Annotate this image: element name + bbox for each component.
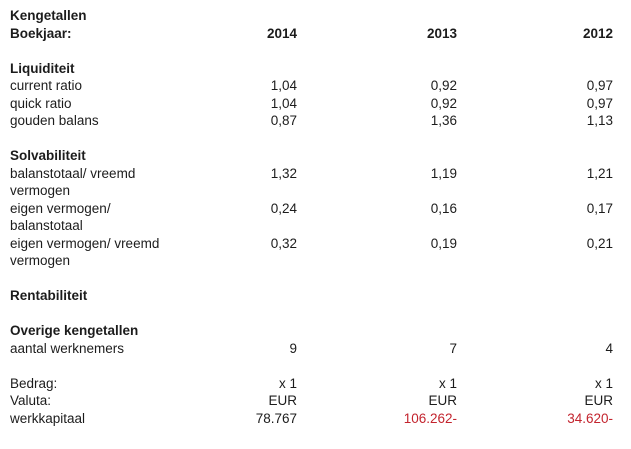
amount-scale-value: x 1 xyxy=(594,375,613,391)
metric-row: balanstotaal/ vreemd vermogen 1,32 1,19 … xyxy=(10,165,613,200)
metric-value: 9 xyxy=(289,340,297,356)
metric-row: aantal werknemers 9 7 4 xyxy=(10,340,613,358)
section-gap xyxy=(10,42,613,60)
section-gap xyxy=(10,270,613,288)
metric-label: eigen vermogen/ balanstotaal xyxy=(10,200,111,234)
metric-label: current ratio xyxy=(10,78,83,93)
section-heading-row: Rentabiliteit xyxy=(10,287,613,305)
metric-row: current ratio 1,04 0,92 0,97 xyxy=(10,77,613,95)
metric-value: 0,87 xyxy=(270,113,297,128)
report-title-row: Kengetallen xyxy=(10,7,613,25)
currency-value: EUR xyxy=(268,393,297,408)
currency-value: EUR xyxy=(428,393,457,408)
year-header-2014: 2014 xyxy=(266,25,297,41)
metric-row: eigen vermogen/ balanstotaal 0,24 0,16 0… xyxy=(10,200,613,235)
metric-label: quick ratio xyxy=(10,95,72,111)
metric-value: 1,36 xyxy=(430,113,457,128)
section-heading-overige-kengetallen: Overige kengetallen xyxy=(10,323,139,338)
currency-label: Valuta: xyxy=(10,393,52,408)
section-gap xyxy=(10,357,613,375)
metric-value: 1,13 xyxy=(586,113,613,128)
amount-scale-row: Bedrag: x 1 x 1 x 1 xyxy=(10,375,613,393)
metric-value: 0,24 xyxy=(270,200,297,216)
metric-row: gouden balans 0,87 1,36 1,13 xyxy=(10,112,613,130)
section-heading-solvabiliteit: Solvabiliteit xyxy=(10,148,86,163)
section-heading-row: Solvabiliteit xyxy=(10,147,613,165)
amount-scale-value: x 1 xyxy=(278,375,297,391)
metric-label: aantal werknemers xyxy=(10,340,125,356)
metric-value: 1,21 xyxy=(586,165,613,181)
year-header-2013: 2013 xyxy=(426,25,457,41)
section-heading-row: Overige kengetallen xyxy=(10,322,613,340)
metric-value: 0,21 xyxy=(586,235,613,251)
year-header-2012: 2012 xyxy=(582,25,613,41)
metric-value: 1,04 xyxy=(270,78,297,93)
metric-value: 0,92 xyxy=(430,95,457,111)
metric-value: 0,19 xyxy=(430,235,457,251)
amount-scale-value: x 1 xyxy=(438,375,457,391)
working-capital-value-negative: 34.620- xyxy=(567,410,613,426)
working-capital-row: werkkapitaal 78.767 106.262- 34.620- xyxy=(10,410,613,428)
metric-value: 0,16 xyxy=(430,200,457,216)
metric-value: 0,97 xyxy=(586,95,613,111)
section-heading-row: Liquiditeit xyxy=(10,60,613,78)
working-capital-value-negative: 106.262- xyxy=(403,410,457,426)
currency-value: EUR xyxy=(584,393,613,408)
metric-value: 1,32 xyxy=(270,165,297,181)
metric-value: 1,04 xyxy=(270,95,297,111)
metric-label: eigen vermogen/ vreemd vermogen xyxy=(10,235,160,269)
metric-row: quick ratio 1,04 0,92 0,97 xyxy=(10,95,613,113)
metric-value: 0,97 xyxy=(586,78,613,93)
metric-label: balanstotaal/ vreemd vermogen xyxy=(10,165,136,199)
metric-value: 1,19 xyxy=(430,165,457,181)
metric-label: gouden balans xyxy=(10,113,99,128)
metric-value: 0,32 xyxy=(270,235,297,251)
report-title: Kengetallen xyxy=(10,8,87,23)
working-capital-label: werkkapitaal xyxy=(10,410,86,426)
key-figures-report: Kengetallen Boekjaar: 2014 2013 2012 Liq… xyxy=(10,7,613,428)
metric-value: 0,92 xyxy=(430,78,457,93)
section-gap xyxy=(10,305,613,323)
metric-row: eigen vermogen/ vreemd vermogen 0,32 0,1… xyxy=(10,235,613,270)
section-heading-rentabiliteit: Rentabiliteit xyxy=(10,288,88,303)
amount-scale-label: Bedrag: xyxy=(10,375,58,391)
metric-value: 7 xyxy=(449,340,457,356)
year-row-label: Boekjaar: xyxy=(10,25,72,41)
metric-value: 4 xyxy=(605,340,613,356)
working-capital-value: 78.767 xyxy=(255,410,297,426)
section-heading-liquiditeit: Liquiditeit xyxy=(10,60,75,76)
year-header-row: Boekjaar: 2014 2013 2012 xyxy=(10,25,613,43)
currency-row: Valuta: EUR EUR EUR xyxy=(10,392,613,410)
metric-value: 0,17 xyxy=(586,200,613,216)
section-gap xyxy=(10,130,613,148)
